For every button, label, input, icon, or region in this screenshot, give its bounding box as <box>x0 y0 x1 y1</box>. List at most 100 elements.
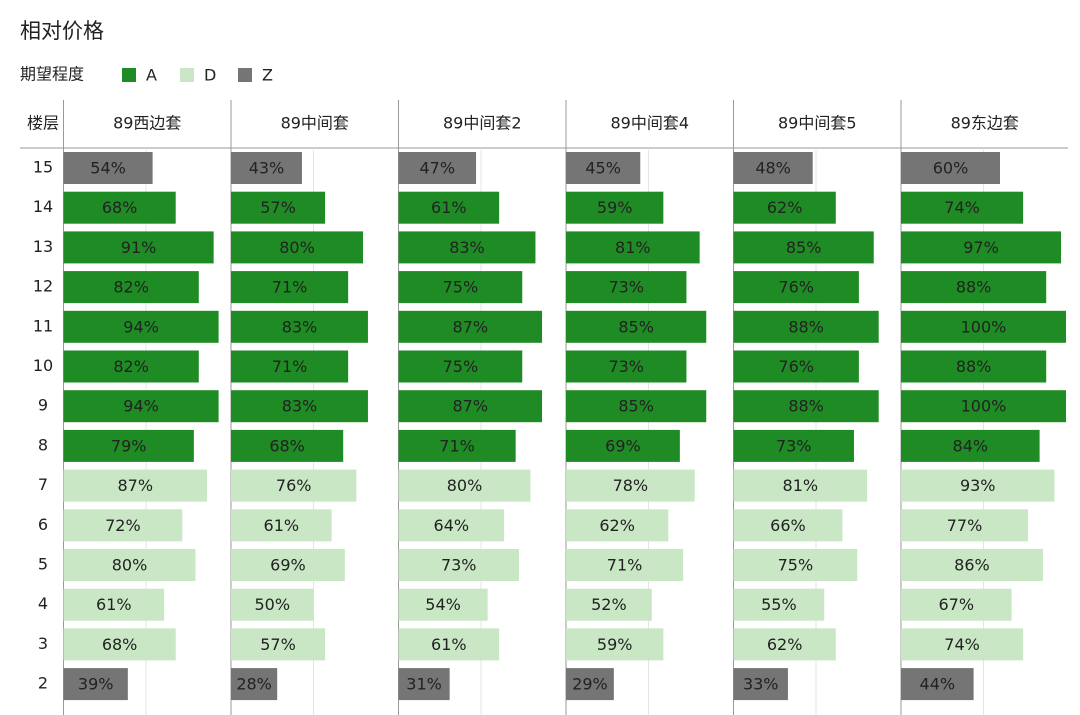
data-label: 62% <box>599 516 635 535</box>
bar <box>733 271 859 304</box>
data-label: 55% <box>761 595 797 614</box>
bar <box>231 271 349 304</box>
data-label: 31% <box>406 675 442 694</box>
bar <box>566 588 652 621</box>
legend-swatch <box>238 68 252 82</box>
data-label: 71% <box>272 278 308 297</box>
bar <box>901 549 1043 581</box>
data-label: 83% <box>449 238 485 257</box>
data-label: 33% <box>743 675 779 694</box>
data-label: 91% <box>121 238 157 257</box>
category-axis-label: 楼层 <box>27 114 59 133</box>
data-label: 73% <box>608 278 644 297</box>
data-label: 76% <box>778 278 814 297</box>
data-label: 39% <box>78 675 114 694</box>
data-label: 82% <box>113 278 149 297</box>
data-label: 60% <box>933 159 969 178</box>
bar <box>63 310 219 343</box>
y-tick-label: 4 <box>38 594 48 613</box>
bar <box>566 469 695 502</box>
data-label: 87% <box>452 397 488 416</box>
bar <box>398 509 505 542</box>
data-label: 69% <box>270 556 306 575</box>
bar <box>231 509 332 542</box>
bar <box>63 509 183 542</box>
data-label: 45% <box>585 159 621 178</box>
bar <box>901 509 1029 542</box>
bar <box>566 509 669 542</box>
bar <box>901 588 1012 621</box>
y-tick-label: 6 <box>38 515 48 534</box>
bar <box>231 469 357 502</box>
data-label: 71% <box>607 556 643 575</box>
data-label: 94% <box>123 397 159 416</box>
panel-title: 89中间套5 <box>778 114 857 133</box>
bar <box>566 350 687 383</box>
bar <box>733 509 843 542</box>
bar <box>398 271 523 304</box>
data-label: 66% <box>770 516 806 535</box>
data-label: 52% <box>591 595 627 614</box>
y-tick-label: 15 <box>33 158 53 177</box>
bar <box>231 549 345 581</box>
data-label: 61% <box>96 595 132 614</box>
data-label: 87% <box>117 476 153 495</box>
y-tick-label: 5 <box>38 555 48 574</box>
bar <box>733 668 788 701</box>
data-label: 75% <box>443 278 479 297</box>
bar <box>733 310 879 343</box>
panel-title: 89西边套 <box>113 114 181 133</box>
data-label: 43% <box>249 159 285 178</box>
data-label: 73% <box>608 357 644 376</box>
bar <box>566 429 680 462</box>
data-label: 59% <box>597 198 633 217</box>
panel-title: 89东边套 <box>951 114 1019 133</box>
data-label: 83% <box>282 317 318 336</box>
bar <box>901 350 1047 383</box>
data-label: 86% <box>954 556 990 575</box>
bar <box>63 231 214 264</box>
data-label: 80% <box>279 238 315 257</box>
data-label: 57% <box>260 635 296 654</box>
data-label: 88% <box>788 317 824 336</box>
bar <box>733 628 836 661</box>
data-label: 82% <box>113 357 149 376</box>
bar <box>901 668 974 701</box>
bar <box>231 429 344 462</box>
data-label: 61% <box>431 198 467 217</box>
bar <box>398 469 531 502</box>
data-label: 73% <box>441 556 477 575</box>
bar <box>566 390 707 423</box>
data-label: 62% <box>767 635 803 654</box>
bar <box>398 429 516 462</box>
bar <box>231 350 349 383</box>
bar <box>231 588 314 621</box>
bar <box>566 152 641 184</box>
data-label: 100% <box>961 397 1007 416</box>
bar <box>566 668 614 701</box>
bar <box>733 429 854 462</box>
data-label: 44% <box>920 675 956 694</box>
bar <box>398 310 543 343</box>
bar <box>733 350 859 383</box>
bar <box>63 271 199 304</box>
data-label: 74% <box>944 198 980 217</box>
bar <box>63 429 194 462</box>
legend-label: Z <box>262 66 273 85</box>
bar <box>566 310 707 343</box>
legend-swatch <box>122 68 136 82</box>
y-tick-label: 9 <box>38 396 48 415</box>
data-label: 68% <box>102 198 138 217</box>
data-label: 54% <box>425 595 461 614</box>
bar <box>63 469 208 502</box>
data-label: 69% <box>605 436 641 455</box>
bar <box>566 191 664 224</box>
legend-label: D <box>204 66 216 85</box>
bar <box>566 628 664 661</box>
data-label: 87% <box>452 317 488 336</box>
bar <box>733 588 825 621</box>
bar <box>398 231 536 264</box>
bar <box>398 390 543 423</box>
data-label: 75% <box>778 556 814 575</box>
bar <box>901 628 1024 661</box>
